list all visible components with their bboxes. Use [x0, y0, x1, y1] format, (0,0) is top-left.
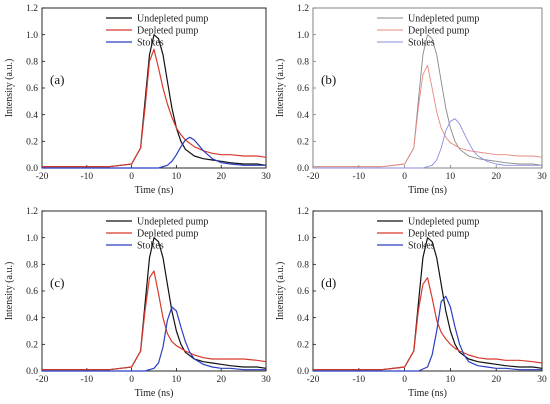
- x-tick-label: 10: [446, 172, 456, 182]
- x-tick-label: 30: [261, 172, 271, 182]
- y-tick-label: 1.2: [297, 207, 309, 217]
- chart-panel-1: -20 -10 0 10 20 30 0.0 0.2 0.4 0.6 0.8 1.0 1.2 Time (…: [4, 4, 271, 196]
- y-axis-label: Intensity (a.u.): [275, 262, 286, 321]
- y-tick-label: 0.4: [26, 111, 38, 121]
- x-tick-label: -10: [352, 172, 365, 182]
- legend-label: Depleted pump: [408, 229, 469, 240]
- y-axis-label: Intensity (a.u.): [4, 59, 15, 118]
- legend-label: Undepleted pump: [137, 217, 208, 228]
- chart-panel-2: -20 -10 0 10 20 30 0.0 0.2 0.4 0.6 0.8 1.0 1.2 Time (…: [275, 4, 547, 196]
- y-tick-label: 1.2: [26, 4, 38, 14]
- x-tick-label: 20: [216, 375, 226, 385]
- y-tick-label: 1.2: [297, 4, 309, 14]
- legend-label: Undepleted pump: [137, 14, 208, 25]
- series-line-2: [42, 270, 267, 371]
- x-tick-label: 0: [402, 375, 407, 385]
- legend-label: Stokes: [137, 38, 164, 49]
- y-tick-label: 0.4: [297, 111, 309, 121]
- legend-label: Depleted pump: [137, 229, 198, 240]
- legend-label: Stokes: [137, 241, 164, 252]
- chart-panel-4: -20 -10 0 10 20 30 0.0 0.2 0.4 0.6 0.8 1.0 1.2 Time (…: [275, 207, 547, 399]
- series-line-3: [313, 295, 542, 372]
- x-tick-label: -20: [307, 172, 320, 182]
- y-tick-label: 0.6: [297, 84, 309, 94]
- x-tick-label: -10: [80, 375, 93, 385]
- x-tick-label: 0: [129, 172, 134, 182]
- x-tick-label: -20: [36, 375, 49, 385]
- x-tick-label: 10: [172, 375, 182, 385]
- x-tick-label: 10: [446, 375, 456, 385]
- y-tick-label: 0.2: [297, 341, 309, 351]
- x-axis-label: Time (ns): [408, 185, 447, 196]
- y-tick-label: 0.6: [26, 287, 38, 297]
- y-tick-label: 1.2: [26, 207, 38, 217]
- x-tick-label: 20: [491, 375, 501, 385]
- legend-label: Undepleted pump: [408, 14, 479, 25]
- panel-label: (c): [50, 275, 64, 290]
- series-line-1: [42, 237, 267, 371]
- x-tick-label: -10: [80, 172, 93, 182]
- x-tick-label: 30: [261, 375, 271, 385]
- y-tick-label: 0.4: [26, 314, 38, 324]
- y-axis-label: Intensity (a.u.): [275, 59, 286, 118]
- x-tick-label: 10: [172, 172, 182, 182]
- x-tick-label: 20: [491, 172, 501, 182]
- series-line-3: [313, 118, 542, 169]
- panel-label: (a): [50, 72, 64, 87]
- series-line-1: [42, 34, 267, 168]
- x-tick-label: -20: [36, 172, 49, 182]
- y-tick-label: 0.8: [26, 58, 38, 68]
- x-axis-label: Time (ns): [135, 185, 174, 196]
- y-tick-label: 1.0: [297, 234, 309, 244]
- y-tick-label: 0.8: [297, 58, 309, 68]
- series-line-3: [42, 306, 266, 372]
- series-line-3: [42, 136, 266, 169]
- y-tick-label: 0.0: [26, 367, 38, 377]
- series-line-2: [313, 64, 543, 168]
- y-tick-label: 1.0: [297, 31, 309, 41]
- y-tick-label: 1.0: [26, 31, 38, 41]
- x-tick-label: 20: [216, 172, 226, 182]
- series-line-2: [313, 277, 543, 371]
- x-tick-label: 30: [537, 172, 547, 182]
- legend-label: Stokes: [408, 38, 435, 49]
- x-tick-label: -10: [352, 375, 365, 385]
- x-tick-label: 0: [129, 375, 134, 385]
- y-tick-label: 0.8: [297, 261, 309, 271]
- x-axis-label: Time (ns): [135, 388, 174, 399]
- panel-label: (d): [321, 275, 336, 290]
- y-tick-label: 0.0: [297, 164, 309, 174]
- legend-label: Undepleted pump: [408, 217, 479, 228]
- x-tick-label: 30: [537, 375, 547, 385]
- legend-label: Stokes: [408, 241, 435, 252]
- y-tick-label: 0.0: [297, 367, 309, 377]
- chart-panel-3: -20 -10 0 10 20 30 0.0 0.2 0.4 0.6 0.8 1.0 1.2 Time (…: [4, 207, 271, 399]
- y-tick-label: 0.8: [26, 261, 38, 271]
- y-tick-label: 0.6: [26, 84, 38, 94]
- x-tick-label: 0: [402, 172, 407, 182]
- y-tick-label: 0.6: [297, 287, 309, 297]
- series-line-2: [42, 48, 267, 168]
- y-tick-label: 0.2: [26, 341, 38, 351]
- x-axis-label: Time (ns): [408, 388, 447, 399]
- y-tick-label: 0.2: [297, 138, 309, 148]
- y-axis-label: Intensity (a.u.): [4, 262, 15, 321]
- series-line-1: [313, 237, 543, 371]
- series-line-1: [313, 34, 543, 168]
- y-tick-label: 0.2: [26, 138, 38, 148]
- y-tick-label: 1.0: [26, 234, 38, 244]
- y-tick-label: 0.0: [26, 164, 38, 174]
- legend-label: Depleted pump: [408, 26, 469, 37]
- y-tick-label: 0.4: [297, 314, 309, 324]
- legend-label: Depleted pump: [137, 26, 198, 37]
- x-tick-label: -20: [307, 375, 320, 385]
- panel-label: (b): [321, 72, 336, 87]
